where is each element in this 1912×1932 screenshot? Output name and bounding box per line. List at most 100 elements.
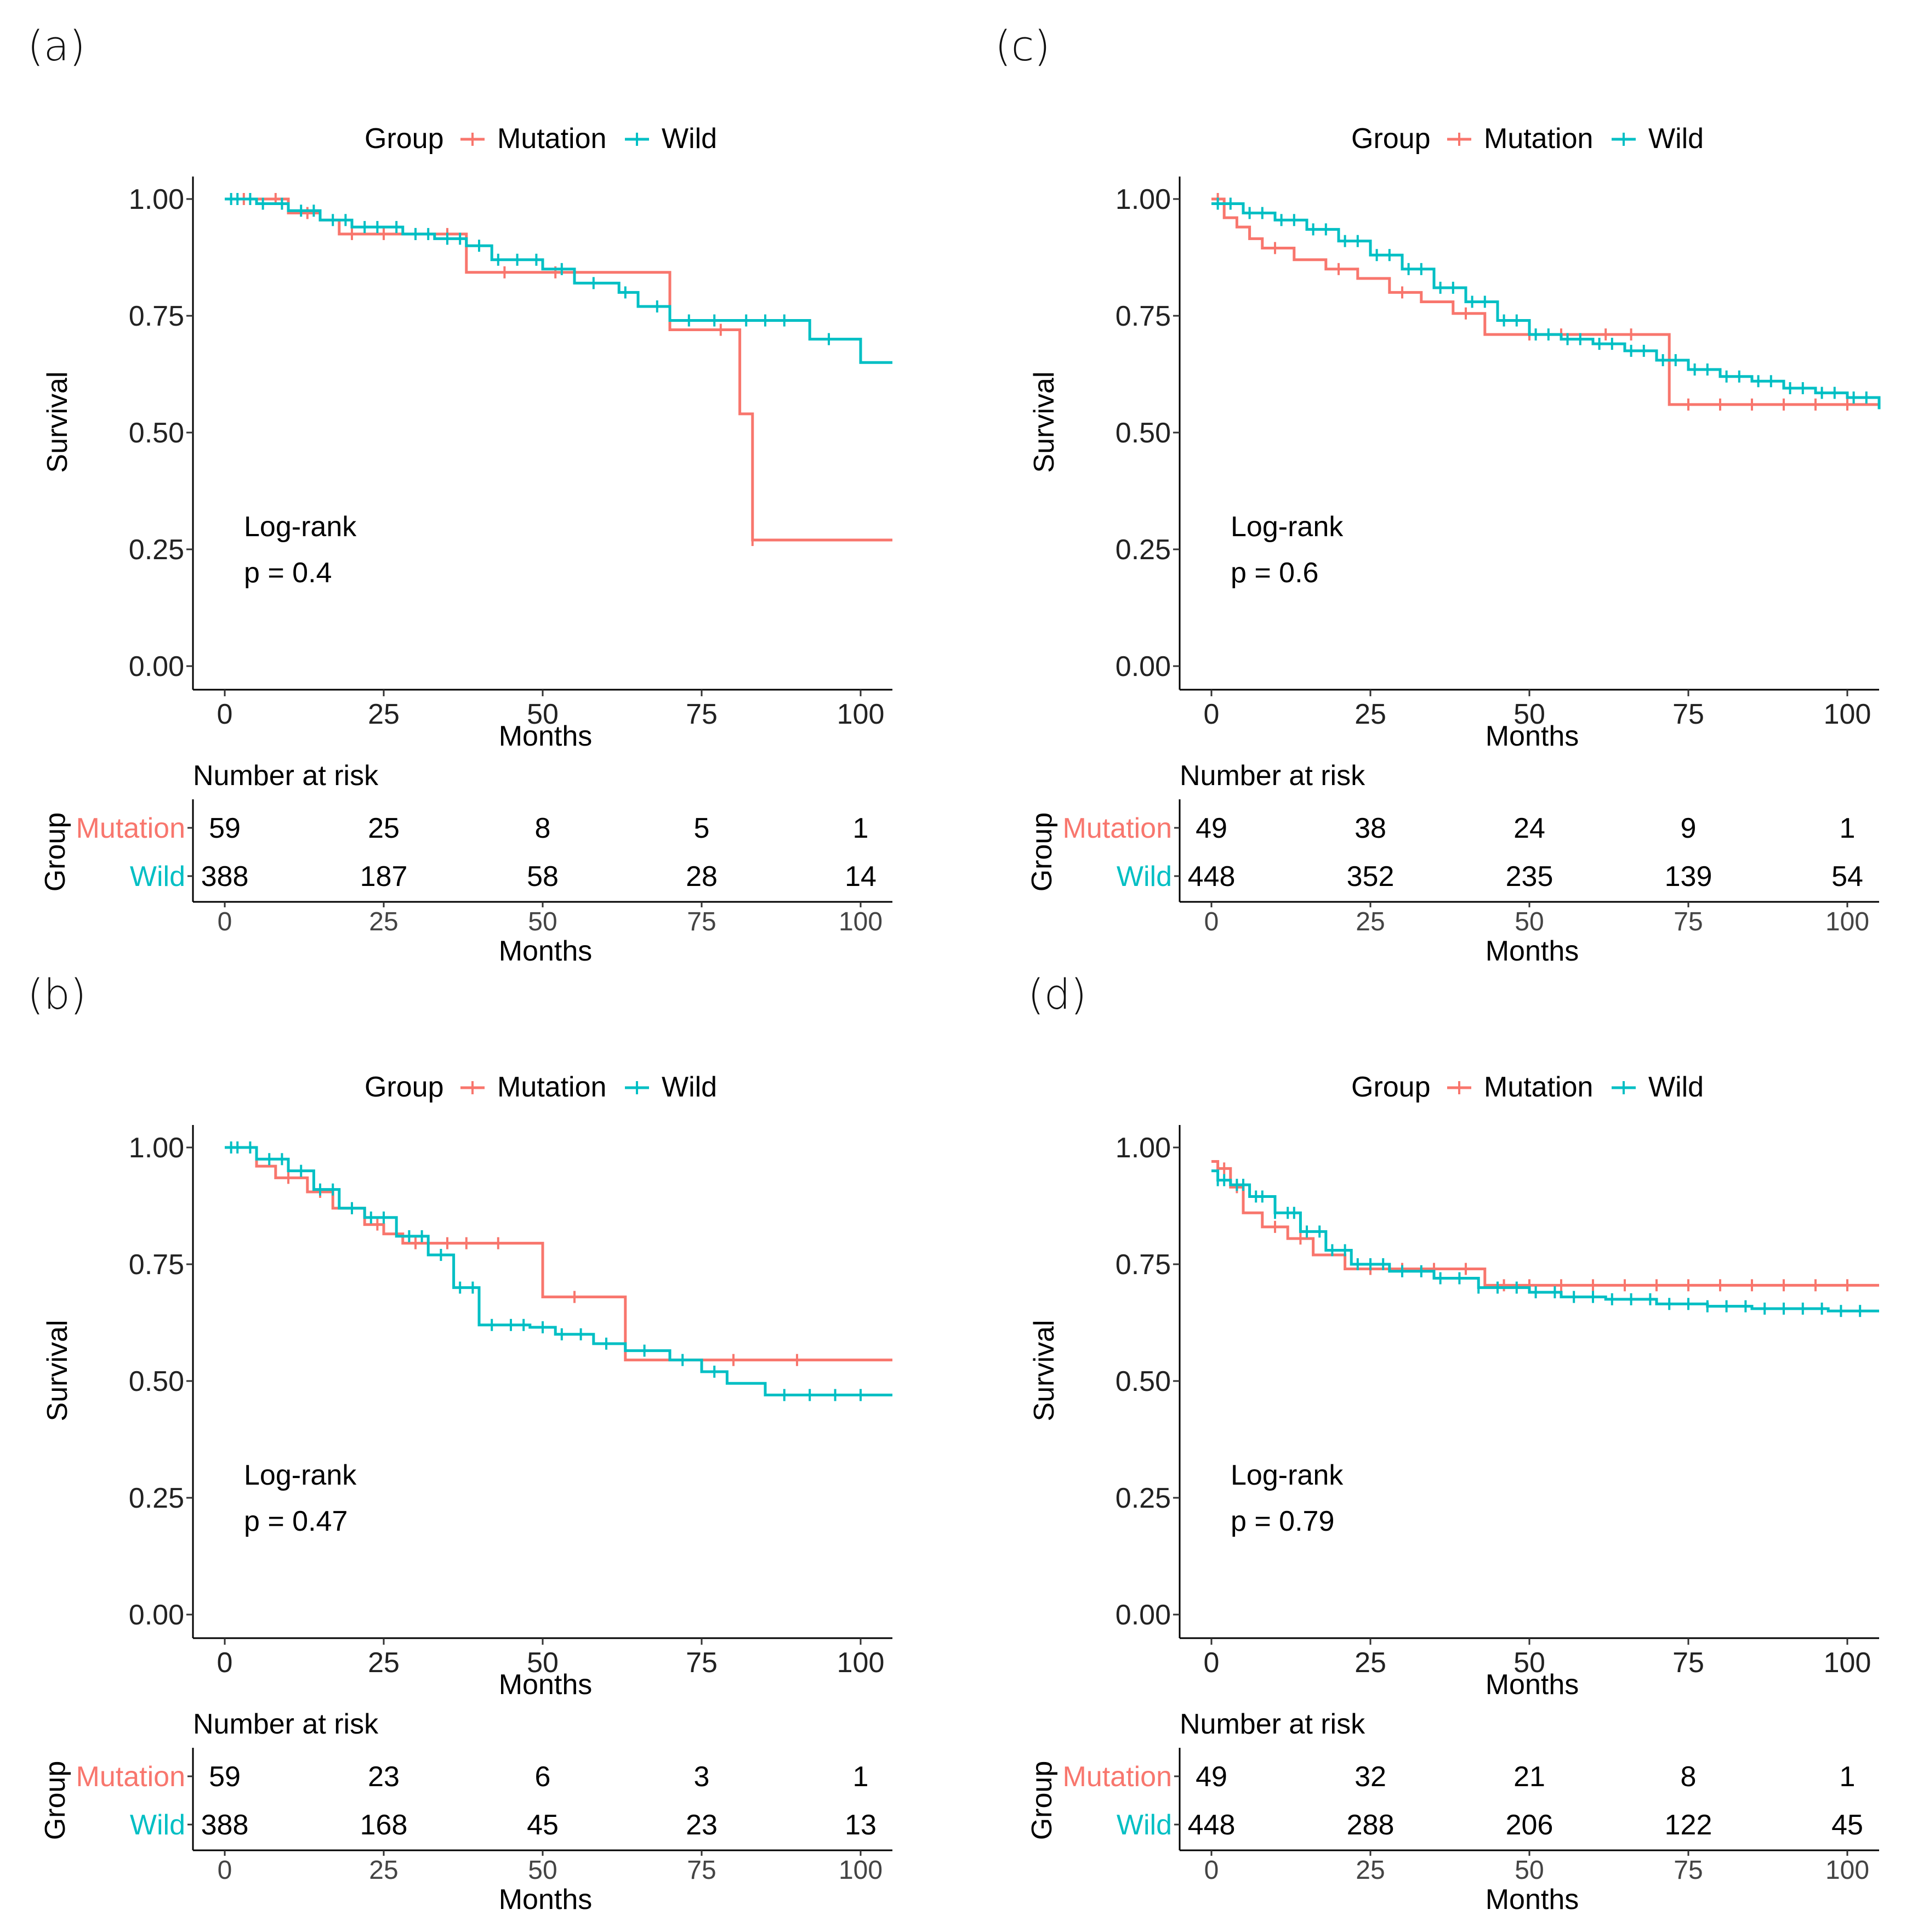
risk-table-title: Number at risk [1180, 1708, 1365, 1740]
risk-row-label-wild: Wild [130, 861, 185, 893]
legend-title: Group [1351, 123, 1431, 155]
risk-count-wild: 448 [1188, 861, 1236, 893]
y-tick-label: 0.75 [1116, 300, 1171, 332]
risk-x-tick-label: 25 [1356, 907, 1385, 936]
risk-x-tick-label: 25 [369, 907, 398, 936]
risk-x-axis-title: Months [499, 935, 593, 967]
x-tick-label: 75 [686, 698, 718, 730]
km-panel-b: (b)Group Mutation Wild0.000.250.500.751.00… [27, 970, 892, 1916]
legend-label-mutation: Mutation [1484, 123, 1593, 155]
legend: Group Mutation Wild [365, 123, 717, 155]
risk-row-label-wild: Wild [1117, 861, 1172, 893]
x-tick-label: 50 [527, 698, 559, 730]
risk-x-tick-label: 50 [1515, 907, 1544, 936]
risk-x-tick-label: 100 [839, 907, 883, 936]
risk-x-tick-label: 100 [1825, 907, 1869, 936]
risk-row-label-mutation: Mutation [1063, 1761, 1172, 1793]
risk-x-axis-title: Months [499, 1884, 593, 1916]
risk-count-wild: 388 [201, 861, 249, 893]
x-axis-title: Months [499, 1669, 593, 1701]
y-axis-title: Survival [1028, 1320, 1060, 1422]
legend-title: Group [365, 123, 444, 155]
risk-count-wild: 448 [1188, 1809, 1236, 1841]
risk-count-mutation: 25 [368, 812, 400, 844]
risk-count-mutation: 6 [535, 1761, 551, 1793]
y-tick-label: 1.00 [1116, 1132, 1171, 1164]
x-tick-label: 50 [1513, 1647, 1545, 1679]
y-tick-label: 1.00 [129, 184, 184, 215]
x-tick-label: 25 [368, 698, 400, 730]
y-tick-label: 0.00 [129, 1599, 184, 1631]
risk-count-mutation: 24 [1513, 812, 1545, 844]
x-tick-label: 0 [1204, 1647, 1220, 1679]
logrank-label: Log-rank [244, 511, 357, 543]
risk-count-mutation: 49 [1196, 812, 1227, 844]
survival-curve-wild [225, 197, 892, 364]
y-tick-label: 0.25 [129, 534, 184, 566]
survival-curve-mutation [225, 197, 892, 542]
y-tick-label: 1.00 [1116, 184, 1171, 215]
risk-table-title: Number at risk [193, 760, 379, 792]
risk-x-tick-label: 75 [687, 1856, 716, 1885]
km-panel-a: (a)Group Mutation Wild0.000.250.500.751.00… [27, 21, 892, 967]
risk-x-tick-label: 75 [1674, 1856, 1703, 1885]
risk-count-wild: 13 [845, 1809, 877, 1841]
risk-group-label: Group [1026, 812, 1058, 892]
risk-count-mutation: 38 [1355, 812, 1386, 844]
x-tick-label: 100 [1824, 698, 1871, 730]
panel-letter: (c) [995, 21, 1050, 70]
legend: Group Mutation Wild [1351, 123, 1704, 155]
risk-group-label: Group [1026, 1761, 1058, 1840]
y-tick-label: 1.00 [129, 1132, 184, 1164]
x-tick-label: 75 [686, 1647, 718, 1679]
legend: Group Mutation Wild [1351, 1071, 1704, 1103]
risk-x-tick-label: 75 [1674, 907, 1703, 936]
risk-count-mutation: 59 [209, 812, 241, 844]
p-value-label: p = 0.4 [244, 557, 332, 589]
legend-title: Group [365, 1071, 444, 1103]
x-tick-label: 25 [1355, 1647, 1386, 1679]
survival-curve-wild [1211, 202, 1881, 410]
y-tick-label: 0.50 [129, 417, 184, 449]
y-tick-label: 0.25 [1116, 534, 1171, 566]
y-axis-title: Survival [42, 372, 73, 473]
risk-row-label-mutation: Mutation [76, 1761, 185, 1793]
risk-count-mutation: 8 [535, 812, 551, 844]
risk-count-mutation: 1 [1840, 1761, 1856, 1793]
risk-count-mutation: 3 [694, 1761, 710, 1793]
legend-label-mutation: Mutation [497, 123, 606, 155]
risk-row-label-wild: Wild [1117, 1809, 1172, 1841]
survival-curve-wild [1211, 1169, 1879, 1312]
risk-x-tick-label: 50 [528, 907, 557, 936]
x-axis-title: Months [1486, 1669, 1579, 1701]
risk-count-wild: 206 [1506, 1809, 1554, 1841]
survival-curve-mutation [1211, 1160, 1879, 1287]
risk-x-tick-label: 50 [528, 1856, 557, 1885]
risk-count-wild: 235 [1506, 861, 1554, 893]
risk-count-wild: 388 [201, 1809, 249, 1841]
risk-table-title: Number at risk [193, 1708, 379, 1740]
risk-count-wild: 288 [1347, 1809, 1395, 1841]
y-tick-label: 0.25 [129, 1482, 184, 1514]
y-tick-label: 0.00 [1116, 651, 1171, 683]
x-tick-label: 0 [217, 698, 233, 730]
risk-row-label-mutation: Mutation [1063, 812, 1172, 844]
risk-row-label-mutation: Mutation [76, 812, 185, 844]
x-tick-label: 100 [837, 698, 885, 730]
x-tick-label: 50 [1513, 698, 1545, 730]
survival-curve-wild [225, 1146, 892, 1397]
km-panel-c: (c)Group Mutation Wild0.000.250.500.751.00… [995, 21, 1881, 967]
y-tick-label: 0.75 [129, 1249, 184, 1281]
legend-label-mutation: Mutation [1484, 1071, 1593, 1103]
logrank-label: Log-rank [1231, 511, 1344, 543]
risk-count-wild: 28 [686, 861, 718, 893]
risk-count-wild: 54 [1831, 861, 1863, 893]
risk-count-wild: 352 [1347, 861, 1395, 893]
risk-group-label: Group [39, 1761, 71, 1840]
risk-x-tick-label: 100 [1825, 1856, 1869, 1885]
risk-count-mutation: 59 [209, 1761, 241, 1793]
x-tick-label: 100 [837, 1647, 885, 1679]
panel-letter: (a) [27, 21, 86, 70]
p-value-label: p = 0.79 [1231, 1505, 1334, 1537]
